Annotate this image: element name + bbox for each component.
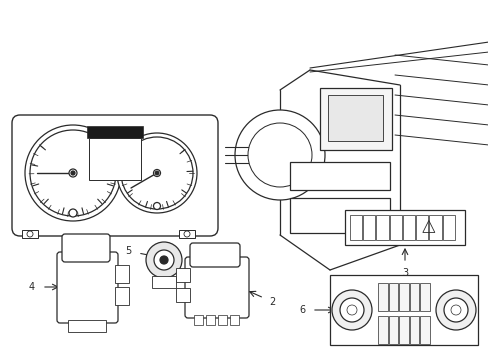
- Bar: [409, 316, 419, 344]
- Text: 2: 2: [268, 297, 275, 307]
- Circle shape: [146, 242, 182, 278]
- Bar: [289, 162, 389, 190]
- Bar: [398, 283, 408, 311]
- Bar: [152, 276, 176, 288]
- Bar: [415, 215, 427, 240]
- Bar: [420, 316, 429, 344]
- Bar: [388, 283, 397, 311]
- Circle shape: [346, 305, 356, 315]
- Bar: [398, 316, 408, 344]
- Circle shape: [69, 209, 77, 217]
- Bar: [428, 215, 441, 240]
- Bar: [179, 230, 195, 238]
- Text: 6: 6: [298, 305, 305, 315]
- Bar: [22, 230, 38, 238]
- Bar: [388, 316, 397, 344]
- Bar: [319, 88, 391, 150]
- Bar: [176, 288, 190, 302]
- Bar: [377, 283, 387, 311]
- Bar: [218, 315, 226, 325]
- Bar: [89, 138, 141, 180]
- Circle shape: [183, 231, 190, 237]
- Circle shape: [25, 125, 121, 221]
- Circle shape: [27, 231, 33, 237]
- Circle shape: [117, 133, 197, 213]
- FancyBboxPatch shape: [184, 257, 248, 318]
- Bar: [402, 215, 414, 240]
- Circle shape: [30, 130, 116, 216]
- Bar: [115, 287, 129, 305]
- FancyBboxPatch shape: [12, 115, 218, 236]
- Circle shape: [155, 171, 159, 175]
- Circle shape: [153, 170, 160, 176]
- Bar: [420, 283, 429, 311]
- Circle shape: [154, 250, 174, 270]
- Circle shape: [121, 137, 193, 209]
- Bar: [363, 215, 375, 240]
- Circle shape: [435, 290, 475, 330]
- FancyBboxPatch shape: [57, 252, 118, 323]
- Bar: [289, 198, 389, 233]
- FancyBboxPatch shape: [190, 243, 240, 267]
- Bar: [377, 316, 387, 344]
- Bar: [327, 95, 382, 141]
- Bar: [229, 315, 239, 325]
- Bar: [349, 215, 362, 240]
- FancyBboxPatch shape: [62, 234, 110, 262]
- Text: 3: 3: [401, 268, 407, 278]
- Circle shape: [247, 123, 311, 187]
- Circle shape: [69, 169, 77, 177]
- Bar: [376, 215, 388, 240]
- Bar: [389, 215, 401, 240]
- Bar: [194, 315, 203, 325]
- Bar: [176, 268, 190, 282]
- Bar: [409, 283, 419, 311]
- Circle shape: [450, 305, 460, 315]
- Text: 5: 5: [124, 246, 131, 256]
- Text: 1: 1: [90, 253, 96, 263]
- Circle shape: [160, 256, 168, 264]
- Circle shape: [71, 171, 75, 175]
- Circle shape: [443, 298, 467, 322]
- Bar: [115, 265, 129, 283]
- Circle shape: [235, 110, 325, 200]
- Bar: [442, 215, 454, 240]
- Bar: [205, 315, 215, 325]
- Bar: [329, 275, 477, 345]
- Circle shape: [153, 202, 160, 210]
- Bar: [68, 320, 106, 332]
- Text: 4: 4: [29, 282, 35, 292]
- Circle shape: [331, 290, 371, 330]
- Bar: [87, 126, 142, 138]
- Bar: [345, 210, 464, 245]
- Circle shape: [339, 298, 363, 322]
